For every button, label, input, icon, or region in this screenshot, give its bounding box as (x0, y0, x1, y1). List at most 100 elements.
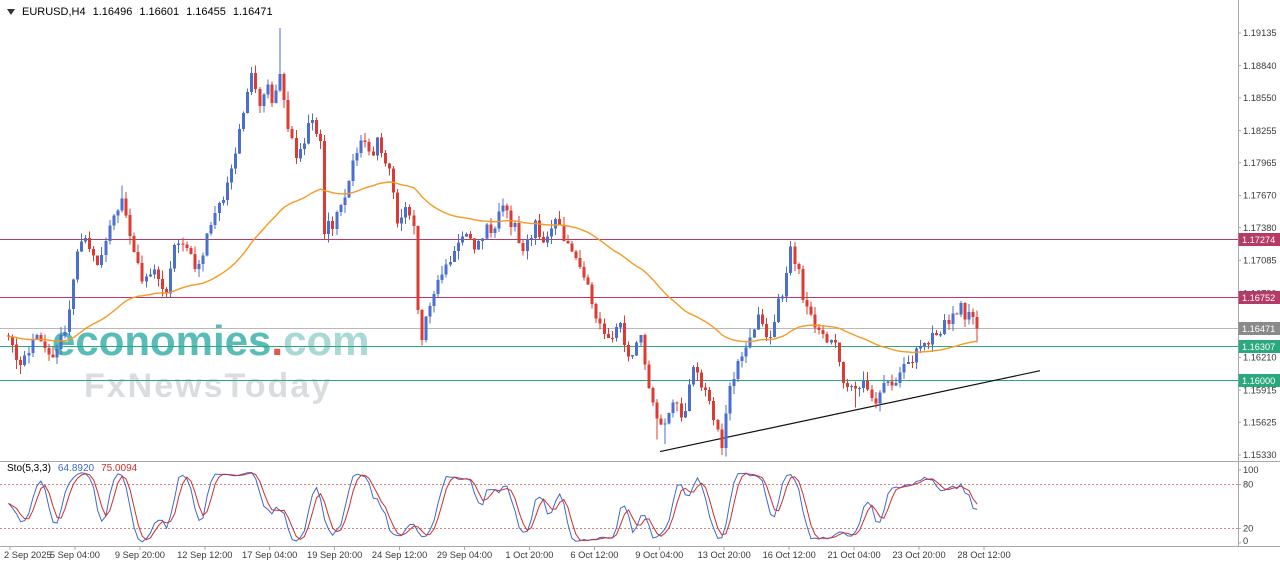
candle-up (209, 225, 213, 234)
time-label: 9 Sep 20:00 (115, 550, 165, 560)
candle-down (383, 153, 387, 164)
candle-up (302, 143, 306, 149)
time-label: 19 Sep 20:00 (307, 550, 362, 560)
candle-down (647, 364, 651, 389)
candle-down (708, 390, 712, 402)
candle-up (736, 360, 740, 380)
candle-up (278, 73, 282, 91)
stoch-signal-line (8, 472, 978, 542)
candle-down (716, 420, 720, 430)
symbol-timeframe: EURUSD,H4 (22, 6, 86, 18)
price-label: 1.15330 (1243, 450, 1277, 460)
candle-up (298, 149, 302, 159)
candle-down (521, 242, 525, 251)
price-label: 1.18550 (1243, 93, 1277, 103)
stochastic-signal-value: 75.0094 (101, 463, 138, 474)
candle-up (71, 279, 75, 310)
candle-up (31, 340, 35, 353)
candle-up (777, 298, 781, 322)
candle-up (238, 129, 241, 154)
price-label: 1.17380 (1243, 223, 1277, 233)
candle-up (667, 413, 671, 424)
candle-down (594, 304, 598, 319)
candle-down (505, 205, 509, 211)
candle-down (590, 284, 594, 305)
candle-up (80, 241, 83, 252)
candle-up (773, 322, 776, 337)
candle-up (497, 211, 501, 229)
candle-up (23, 355, 27, 365)
time-label: 16 Oct 12:00 (763, 550, 816, 560)
price-axis[interactable]: 1.19135 1.18840 1.18550 1.18255 1.17965 1.176… (0, 0, 1280, 547)
candle-down (764, 323, 768, 337)
symbol-marker-icon (7, 9, 15, 15)
time-label: 28 Oct 12:00 (957, 550, 1010, 560)
candle-up (525, 238, 529, 252)
candle-down (890, 381, 894, 386)
candle-down (825, 333, 829, 343)
candle-down (11, 336, 15, 345)
candle-up (428, 305, 432, 317)
candle-up (493, 228, 497, 234)
candle-down (578, 257, 582, 268)
time-label: 17 Sep 04:00 (242, 550, 297, 560)
candle-down (566, 241, 570, 244)
candlestick-series (7, 28, 979, 457)
candle-up (906, 362, 910, 364)
candle-down (955, 313, 959, 315)
trendline[interactable] (659, 370, 1041, 453)
candle-down (509, 210, 513, 228)
candle-up (250, 72, 254, 92)
candle-up (201, 255, 205, 265)
candle-up (400, 217, 404, 224)
ohlc-open: 1.16496 (92, 6, 133, 18)
candle-up (639, 335, 643, 343)
candle-down (392, 168, 395, 193)
candle-up (242, 113, 246, 130)
candle-up (550, 228, 554, 237)
time-label: 24 Sep 12:00 (372, 550, 427, 560)
candle-up (55, 349, 59, 358)
price-tag-label: 1.16471 (1242, 324, 1275, 334)
candle-down (92, 249, 96, 256)
candle-down (760, 314, 764, 324)
stoch-main-line (8, 471, 978, 543)
candle-down (846, 382, 849, 388)
candle-up (465, 233, 468, 237)
candle-up (460, 236, 464, 243)
candle-down (7, 335, 10, 337)
candle-down (258, 89, 262, 106)
candle-up (878, 392, 882, 404)
candle-up (456, 242, 460, 252)
candle-up (424, 316, 428, 340)
candle-down (570, 243, 574, 252)
candle-up (266, 84, 270, 95)
candle-down (586, 277, 590, 285)
candle-up (918, 346, 922, 349)
watermark-wordmark: economies.com (52, 320, 369, 362)
candle-up (554, 219, 558, 229)
candle-up (59, 335, 63, 350)
candle-down (420, 310, 424, 340)
candle-up (756, 314, 760, 330)
time-label: 6 Oct 12:00 (570, 550, 618, 560)
candle-up (748, 337, 752, 348)
candle-up (671, 402, 675, 413)
price-levels (0, 238, 1238, 382)
candle-up (923, 342, 926, 347)
candle-down (837, 342, 841, 362)
candle-up (663, 423, 667, 425)
candle-up (112, 215, 116, 226)
stochastic-main-value: 64.8920 (57, 463, 95, 474)
price-label: 1.18840 (1243, 61, 1277, 71)
candle-down (870, 389, 874, 399)
candle-down (655, 402, 659, 419)
candle-down (558, 219, 562, 225)
candle-up (225, 182, 229, 200)
candle-up (789, 246, 793, 274)
candle-down (659, 418, 663, 425)
time-label: 23 Oct 20:00 (892, 550, 945, 560)
candle-down (517, 222, 521, 243)
